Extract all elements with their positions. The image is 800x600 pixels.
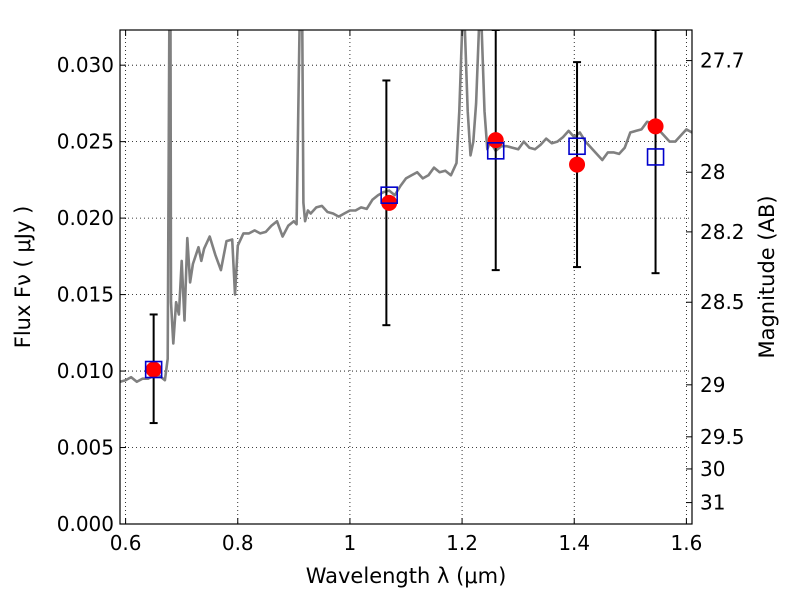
y2-tick-label: 28 [700,160,725,184]
y-tick-label: 0.005 [57,436,114,460]
model-point [646,148,665,166]
y-tick-label: 0.010 [57,359,114,383]
y-axis-title: Flux Fν ( μJy ) [11,206,35,349]
model-spectrum-line [120,30,692,384]
x-tick-label: 0.6 [110,531,142,555]
grid-layer [120,30,692,525]
observed-point [145,361,162,378]
x-tick-label: 1.6 [670,531,702,555]
y2-tick-label: 27.7 [700,49,745,73]
y2-tick-label: 29 [700,373,725,397]
x-tick-label: 1.4 [558,531,590,555]
model-point [144,360,163,379]
x-axis-title: Wavelength λ (μm) [306,564,507,588]
x-tick-label: 1.2 [446,531,478,555]
axis-layer: 0.6 0.8 1 1.2 1.4 1.6 0.000 0.005 0.010 0.015 0.02… [57,30,745,555]
x-tick-label: 0.8 [222,531,254,555]
observed-point [569,156,586,173]
data-layer [120,30,692,425]
y2-tick-label: 30 [700,457,725,481]
right-axis-title: Magnitude (AB) [755,195,779,358]
y2-tick-label: 29.5 [700,425,745,449]
observed-point [487,132,504,149]
x-tick-label: 1 [344,531,357,555]
model-point [486,142,505,160]
model-point [568,137,586,156]
y2-tick-label: 31 [700,491,725,515]
y-tick-label: 0.000 [57,512,114,536]
y2-tick-label: 28.2 [700,220,745,244]
y-tick-label: 0.025 [57,130,114,154]
y-tick-label: 0.020 [57,206,114,230]
plot-frame [119,29,693,525]
y-tick-label: 0.015 [57,283,114,307]
y-tick-label: 0.030 [57,53,114,77]
y2-tick-label: 28.5 [700,290,745,314]
model-point [380,186,398,204]
observed-point [647,118,664,135]
